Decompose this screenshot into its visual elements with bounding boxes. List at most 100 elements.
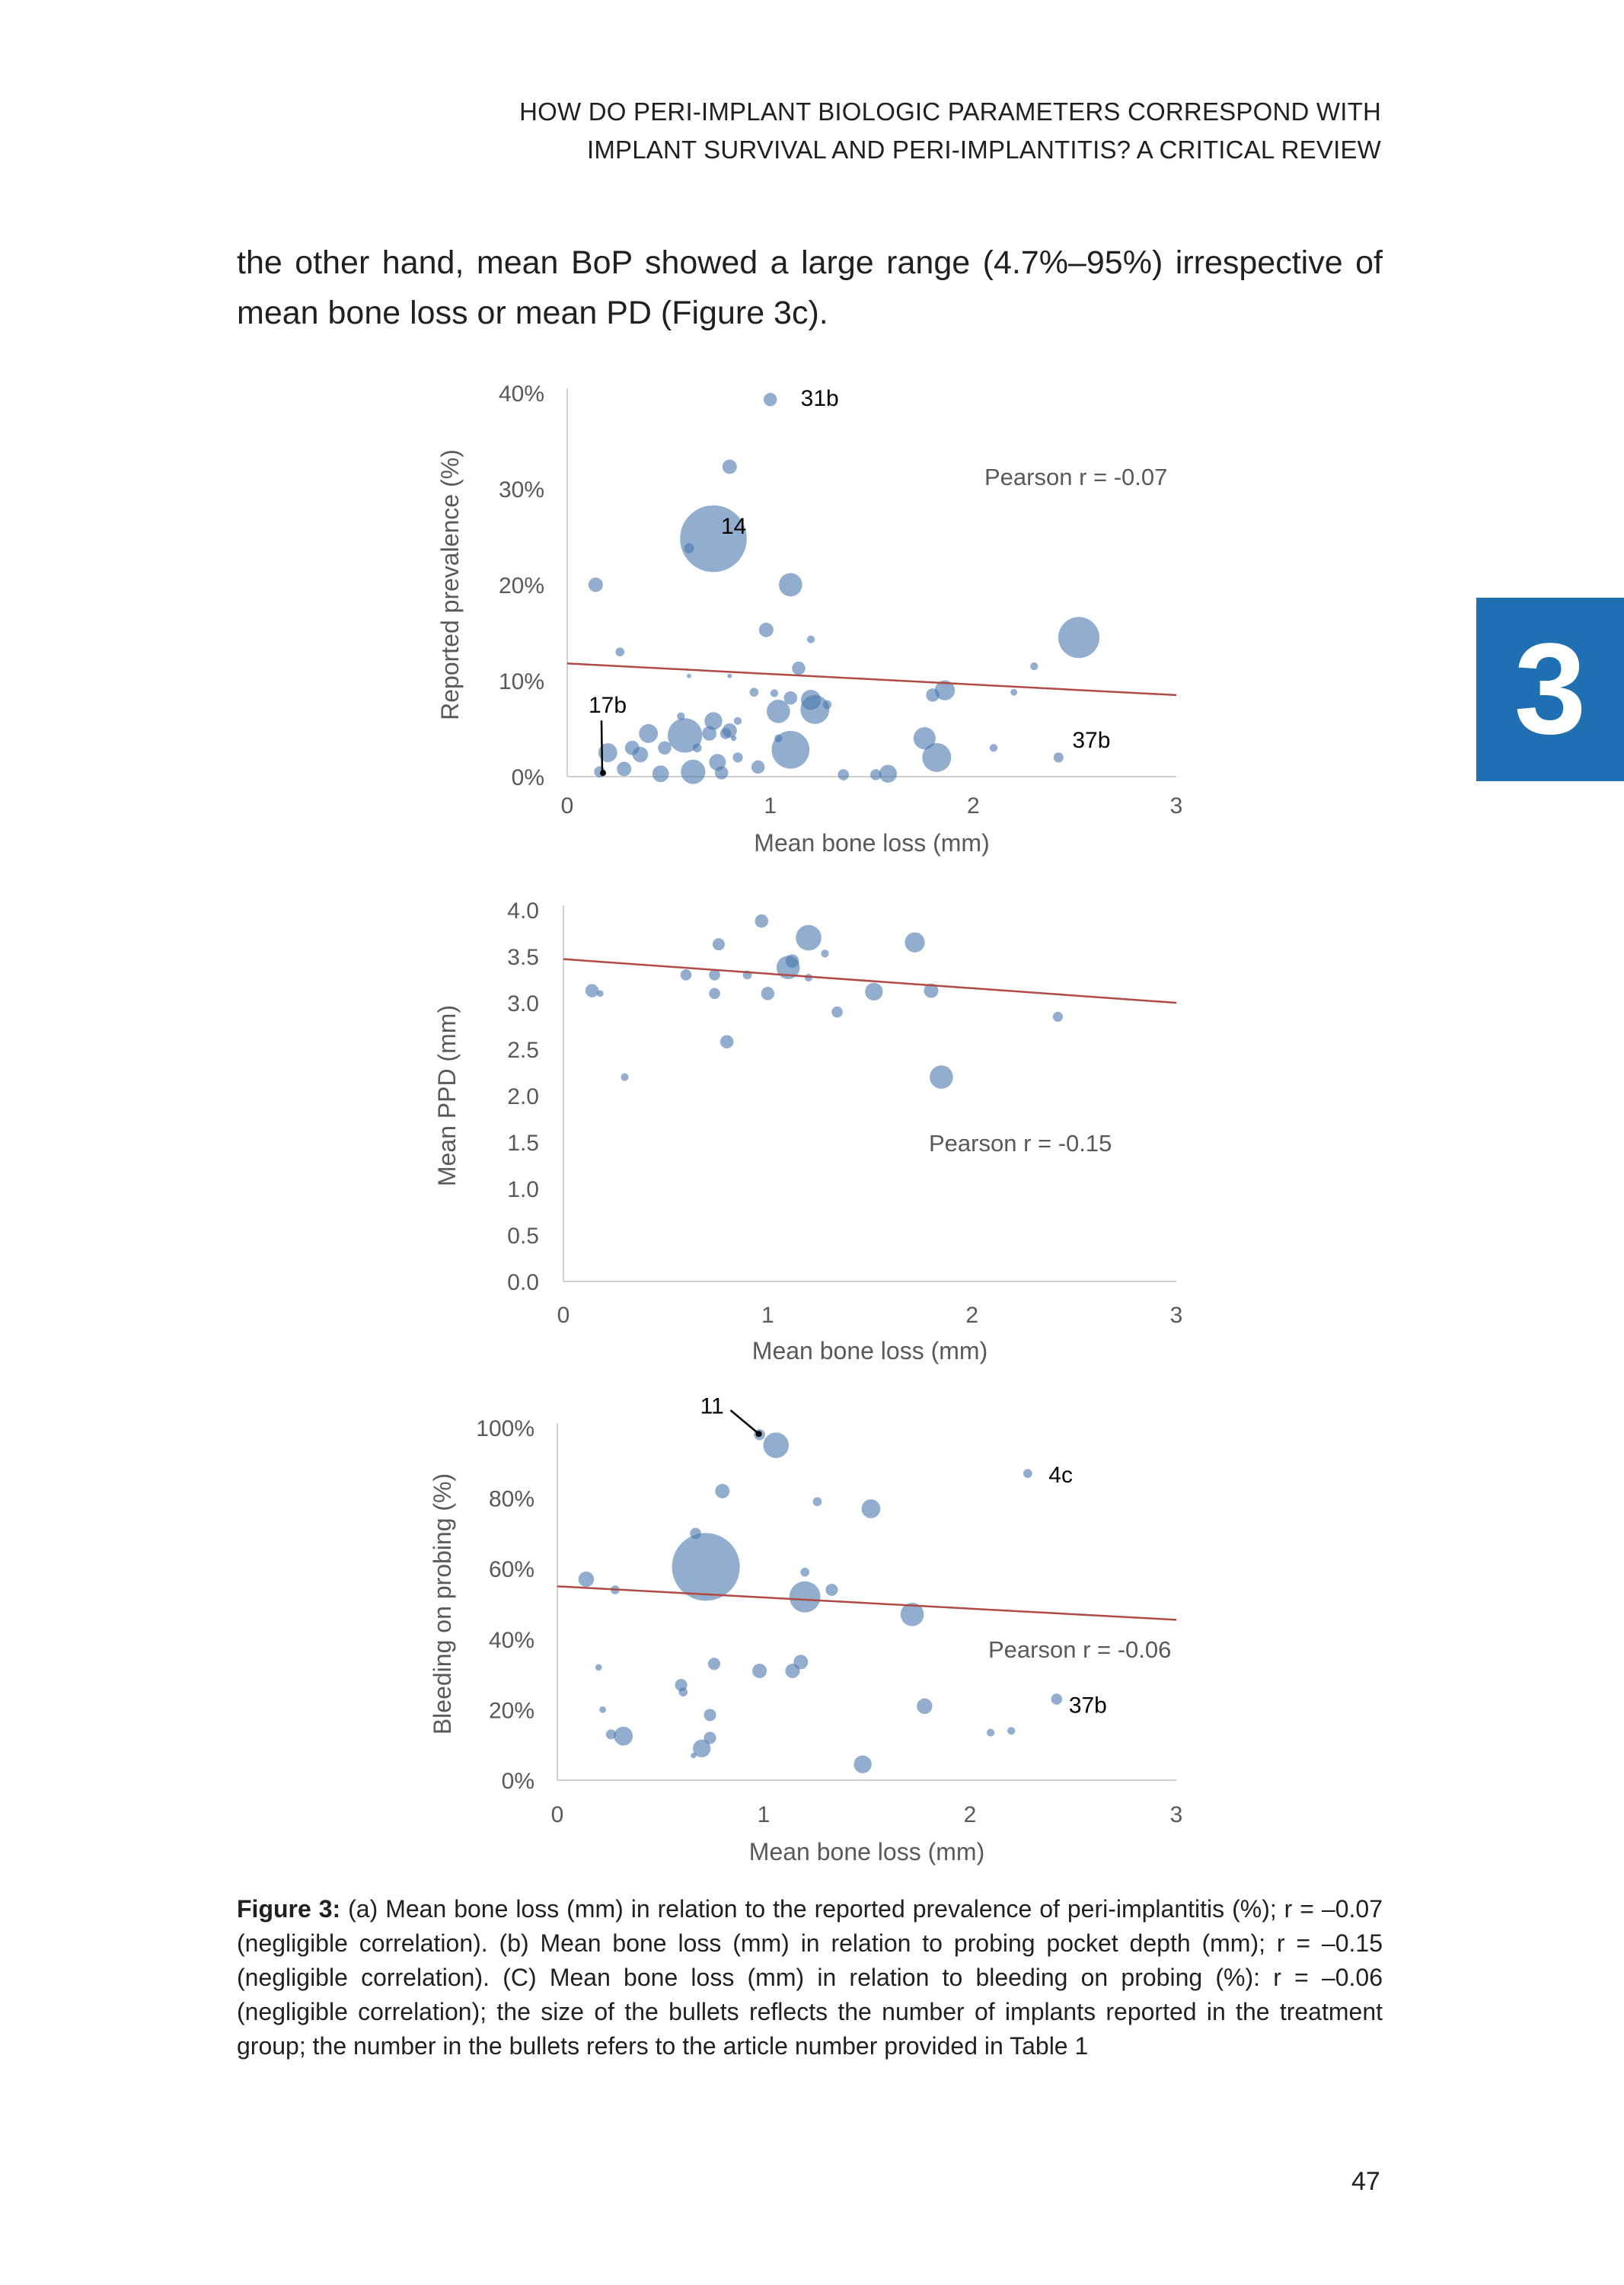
data-bubble [900,1603,924,1626]
data-bubble [709,988,720,1000]
x-tick-label: 3 [1170,1303,1183,1328]
figure-3c-chart: 0% 20% 40% 60% 80% 100% 0 1 2 3 Mean bone loss (mm… [429,1393,1182,1865]
data-bubble [831,1006,843,1018]
data-bubble [770,689,779,697]
y-tick-label: 60% [489,1557,534,1582]
data-bubble [930,1065,953,1089]
point-label: 37b [1069,1693,1107,1719]
data-bubble [761,987,775,1000]
point-label: 4c [1048,1463,1073,1488]
data-bubble [763,1432,790,1458]
data-bubble [595,1664,602,1671]
data-bubble [585,984,599,997]
data-bubble [905,932,925,953]
data-bubble [614,1726,633,1746]
data-bubble [821,949,829,958]
data-bubble [870,769,882,780]
data-bubble [989,744,998,752]
data-bubble [934,680,956,700]
y-tick-label: 0.0 [507,1270,539,1295]
data-bubble [806,635,815,643]
x-tick-label: 3 [1170,793,1183,819]
data-bubble [913,727,936,750]
data-bubble [668,718,703,753]
data-bubble [800,1567,810,1577]
y-axis-title: Reported prevalence (%) [436,449,464,720]
data-bubble [789,1581,821,1613]
figure-caption: Figure 3: (a) Mean bone loss (mm) in rel… [237,1892,1383,2063]
data-bubble [1052,1011,1063,1022]
label-arrow-head [600,770,606,777]
data-bubble [709,969,720,981]
trend-line [563,958,1177,1004]
data-bubble [617,761,632,777]
running-head-line-2: IMPLANT SURVIVAL AND PERI-IMPLANTITIS? A… [586,136,1381,164]
data-bubble [1023,1469,1032,1479]
data-bubble [924,983,939,998]
pearson-annotation: Pearson r = -0.15 [929,1130,1112,1157]
data-bubble [800,694,830,724]
data-bubble [704,712,723,730]
y-tick-label: 40% [499,381,544,407]
data-bubble [578,1571,595,1588]
caption-text: (a) Mean bone loss (mm) in relation to t… [237,1895,1383,2060]
data-bubble [986,1728,995,1737]
caption-label: Figure 3: [237,1895,341,1923]
data-bubble [704,1731,716,1744]
page-number: 47 [1351,2167,1380,2196]
y-tick-label: 40% [489,1628,534,1653]
point-label: 17b [589,693,627,718]
intro-paragraph: the other hand, mean BoP showed a large … [237,244,1383,331]
data-bubble [691,1752,697,1759]
data-bubble [812,1497,822,1507]
x-tick-label: 1 [764,793,777,819]
data-bubble [1010,688,1018,696]
y-tick-label: 3.5 [507,945,539,970]
data-bubble [779,573,802,597]
y-axis-title: Mean PPD (mm) [433,1005,461,1186]
x-tick-label: 2 [967,793,980,819]
label-arrow [600,720,604,773]
data-bubble [681,759,706,784]
pearson-annotation: Pearson r = -0.07 [984,464,1167,490]
data-bubble [678,1687,688,1697]
data-bubble [767,699,790,723]
data-bubble [719,1035,734,1048]
data-bubble [719,728,732,739]
data-bubble [796,924,822,951]
running-head-line-1: HOW DO PERI-IMPLANT BIOLOGIC PARAMETERS … [519,97,1381,126]
data-bubble [1058,617,1100,659]
data-bubble [615,647,625,657]
data-bubble [599,1706,606,1713]
x-tick-label: 0 [551,1802,564,1827]
data-bubble [687,673,691,678]
data-bubble [1030,662,1039,671]
data-bubble [712,938,725,951]
data-bubble [926,688,940,702]
data-bubble [639,723,659,743]
data-bubble [853,1755,872,1773]
data-bubble [879,764,898,783]
data-bubble [680,969,692,981]
data-bubble [865,982,883,1001]
data-bubble [749,688,759,697]
data-bubble [732,752,743,763]
data-bubble [792,661,806,675]
data-bubble [715,1483,730,1498]
y-tick-label: 30% [499,477,544,503]
data-bubble [917,1698,933,1714]
y-tick-label: 4.0 [507,898,539,924]
x-tick-label: 1 [761,1303,774,1328]
data-bubble [771,730,810,769]
figure-3b-chart: 0.0 0.5 1.0 1.5 2.0 2.5 3.0 3.5 4.0 0 1 2 3 Mean bone… [433,898,1183,1364]
x-tick-label: 1 [758,1802,771,1827]
y-tick-label: 3.0 [507,991,539,1016]
y-tick-label: 0% [502,1769,534,1794]
data-bubble [755,914,769,928]
x-axis-title: Mean bone loss (mm) [754,829,989,857]
data-bubble [598,743,617,762]
data-bubble [652,765,669,783]
data-bubble [714,766,729,780]
data-bubble [722,459,737,474]
data-bubble [693,1739,711,1758]
